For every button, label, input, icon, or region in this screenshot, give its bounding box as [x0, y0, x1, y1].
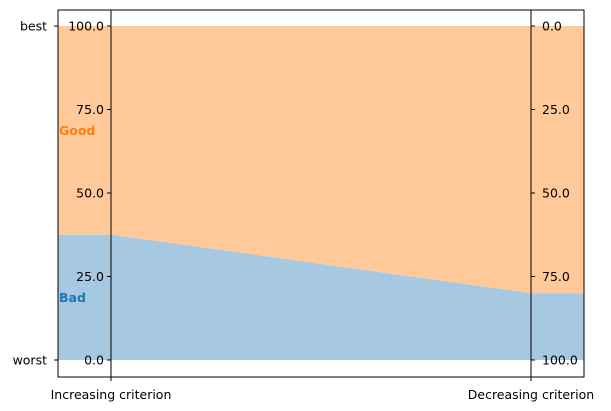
- bad-area: [58, 234, 584, 360]
- y-label-worst: worst: [13, 353, 48, 368]
- x-axis: Increasing criterion Decreasing criterion: [51, 377, 594, 402]
- tick-label: 75.0: [76, 102, 104, 117]
- tick-label: 50.0: [542, 186, 570, 201]
- good-area: [58, 26, 584, 294]
- tick-label: 0.0: [542, 19, 562, 34]
- x-tick-label: Increasing criterion: [51, 387, 172, 402]
- plot-area: [58, 26, 584, 360]
- y-label-best: best: [20, 19, 47, 34]
- tick-label: 0.0: [84, 353, 104, 368]
- axis-ticks: 100.0 75.0 50.0 25.0 0.0 0.0 25.0 50.0 75.0 100.0: [54, 19, 578, 368]
- plot-frame: [57, 9, 585, 378]
- x-tick-label: Decreasing criterion: [468, 387, 594, 402]
- tick-label: 50.0: [76, 186, 104, 201]
- tick-label: 100.0: [542, 353, 578, 368]
- series-label-good: Good: [59, 123, 95, 138]
- tick-label: 25.0: [542, 102, 570, 117]
- tick-label: 75.0: [542, 269, 570, 284]
- series-labels: Good Bad: [59, 123, 95, 305]
- series-label-bad: Bad: [59, 290, 86, 305]
- left-y-axis: best worst: [13, 19, 48, 368]
- tick-label: 100.0: [68, 19, 104, 34]
- tick-label: 25.0: [76, 269, 104, 284]
